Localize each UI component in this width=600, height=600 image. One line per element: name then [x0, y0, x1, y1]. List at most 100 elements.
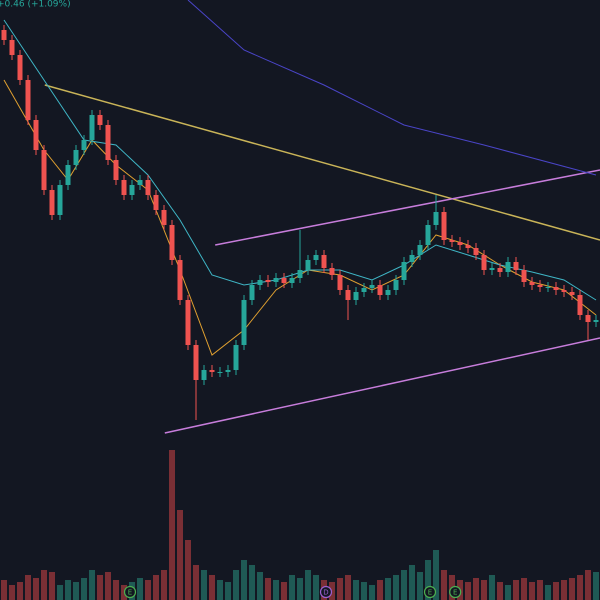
volume-bar	[345, 575, 351, 600]
event-marker	[319, 585, 333, 599]
candle-body	[321, 255, 327, 268]
candle-body	[385, 290, 391, 295]
volume-bar	[233, 570, 239, 600]
volume-bar	[105, 572, 111, 600]
candle-body	[305, 260, 311, 270]
volume-bar	[433, 550, 439, 600]
volume-bar	[521, 578, 527, 600]
candle-body	[353, 292, 359, 300]
candle-body	[473, 248, 479, 255]
candle-body	[401, 262, 407, 280]
volume-bar	[473, 578, 479, 600]
candle-body	[281, 278, 287, 283]
volume-bar	[49, 572, 55, 600]
event-marker	[449, 585, 462, 599]
candle-body	[377, 285, 383, 295]
candle-body	[529, 282, 535, 285]
candle-body	[209, 370, 215, 372]
volume-bar	[217, 580, 223, 600]
candle-body	[177, 260, 183, 300]
volume-bar	[441, 570, 447, 600]
volume-bar	[1, 580, 7, 600]
candle-body	[361, 288, 367, 292]
volume-bar	[81, 578, 87, 600]
volume-bar	[569, 578, 575, 600]
candle-body	[521, 270, 527, 282]
candle-body	[425, 225, 431, 245]
volume-bar	[137, 578, 143, 600]
volume-bar	[201, 570, 207, 600]
volume-bar	[361, 582, 367, 600]
volume-bar	[297, 578, 303, 600]
candle-body	[113, 160, 119, 180]
volume-bar	[9, 585, 15, 600]
candle-body	[561, 290, 567, 292]
candle-body	[513, 262, 519, 270]
volume-bar	[505, 585, 511, 600]
volume-bar	[289, 575, 295, 600]
event-label: E	[453, 589, 457, 597]
volume-bar	[209, 575, 215, 600]
volume-bar	[25, 575, 31, 600]
candle-body	[137, 180, 143, 185]
volume-bar	[585, 570, 591, 600]
candle-body	[417, 245, 423, 255]
volume-bar	[185, 540, 191, 600]
candle-body	[201, 370, 207, 380]
volume-bar	[465, 582, 471, 600]
volume-bar	[113, 580, 119, 600]
volume-bar	[225, 582, 231, 600]
candle-body	[329, 268, 335, 275]
volume-bar	[257, 572, 263, 600]
candle-body	[153, 195, 159, 210]
volume-bar	[553, 582, 559, 600]
candle-body	[161, 210, 167, 225]
volume-bar	[593, 572, 599, 600]
volume-bar	[177, 510, 183, 600]
candle-body	[169, 225, 175, 260]
candle-body	[297, 270, 303, 278]
candle-body	[441, 212, 447, 240]
candle-body	[81, 140, 87, 150]
candle-body	[433, 212, 439, 225]
candle-body	[249, 285, 255, 300]
candle-body	[289, 278, 295, 283]
volume-bar	[145, 580, 151, 600]
candle-body	[457, 242, 463, 245]
volume-bar	[153, 575, 159, 600]
volume-bar	[89, 570, 95, 600]
candle-body	[233, 345, 239, 370]
volume-bar	[169, 450, 175, 600]
candle-body	[49, 190, 55, 215]
volume-bar	[265, 578, 271, 600]
candle-body	[129, 185, 135, 195]
candle-body	[65, 165, 71, 185]
candle-body	[241, 300, 247, 345]
volume-bar	[313, 575, 319, 600]
candle-body	[393, 280, 399, 290]
candle-body	[505, 262, 511, 272]
candle-body	[273, 278, 279, 282]
volume-bar	[409, 565, 415, 600]
candle-body	[121, 180, 127, 195]
candle-body	[481, 255, 487, 270]
price-change: +0.46 (+1.09%)	[0, 0, 71, 10]
candle-body	[585, 315, 591, 322]
candle-body	[97, 115, 103, 125]
volume-bar	[369, 585, 375, 600]
volume-bar	[377, 580, 383, 600]
candle-body	[489, 268, 495, 270]
candle-body	[337, 275, 343, 290]
candle-body	[9, 40, 15, 55]
volume-bar	[273, 580, 279, 600]
trendline	[215, 169, 600, 246]
candle-body	[225, 370, 231, 372]
candle-body	[569, 292, 575, 295]
event-marker	[423, 585, 437, 599]
candle-body	[145, 180, 151, 195]
candle-body	[257, 280, 263, 285]
volume-bar	[65, 580, 71, 600]
volume-bar	[529, 582, 535, 600]
event-label: E	[428, 589, 432, 597]
